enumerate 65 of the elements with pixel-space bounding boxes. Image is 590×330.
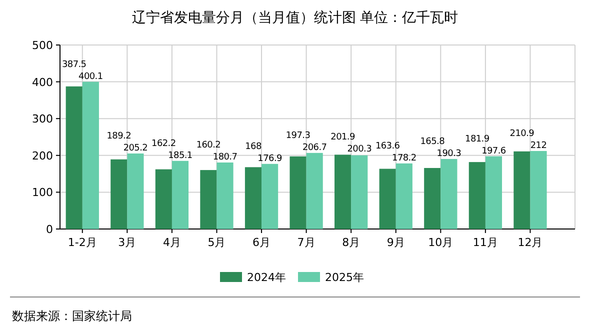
data-label: 178.2 — [392, 153, 416, 164]
source-note: 数据来源：国家统计局 — [12, 309, 132, 323]
bar — [351, 155, 368, 229]
x-tick-label: 11月 — [472, 236, 498, 249]
data-label: 185.1 — [168, 150, 192, 161]
y-tick-label: 100 — [32, 186, 53, 200]
x-tick-label: 5月 — [208, 236, 226, 249]
bar — [379, 168, 396, 229]
data-label: 201.9 — [330, 132, 356, 143]
bar — [110, 159, 128, 229]
data-label: 210.9 — [510, 128, 535, 139]
legend-label: 2024年 — [247, 271, 286, 284]
bar — [82, 82, 99, 229]
data-label: 176.9 — [258, 154, 283, 164]
y-tick-label: 400 — [32, 76, 53, 89]
data-label: 400.1 — [78, 72, 103, 82]
x-tick-label: 4月 — [162, 236, 181, 249]
data-label: 197.3 — [286, 130, 310, 141]
bar — [66, 86, 82, 229]
x-tick-label: 6月 — [252, 236, 271, 249]
bar — [127, 153, 144, 229]
data-label: 168 — [245, 142, 262, 152]
y-tick-label: 300 — [32, 112, 53, 126]
data-label: 387.5 — [62, 60, 86, 70]
y-tick-label: 500 — [32, 39, 53, 52]
bar — [468, 162, 486, 229]
bar — [440, 158, 458, 229]
data-label: 162.2 — [152, 138, 176, 149]
bar — [155, 169, 172, 229]
bar — [396, 163, 412, 229]
bar — [424, 168, 441, 229]
bar — [530, 150, 547, 229]
bar — [244, 167, 262, 229]
chart-title: 辽宁省发电量分月（当月值）统计图 单位：亿千瓦时 — [132, 10, 458, 26]
data-label: 165.8 — [420, 136, 446, 147]
y-tick-label: 200 — [32, 149, 53, 162]
bar — [172, 160, 189, 229]
data-label: 180.7 — [212, 152, 238, 162]
x-tick-label: 3月 — [118, 236, 136, 249]
bar — [514, 151, 530, 229]
x-tick-label: 12月 — [518, 236, 543, 249]
x-tick-label: 8月 — [342, 236, 360, 249]
bar — [306, 152, 323, 229]
bar — [334, 154, 352, 229]
data-label: 205.2 — [123, 143, 148, 154]
bar — [290, 156, 306, 229]
bar — [485, 156, 502, 229]
data-label: 190.3 — [436, 148, 462, 159]
data-label: 189.2 — [106, 131, 132, 142]
data-label: 200.3 — [347, 144, 372, 155]
bar — [216, 162, 234, 229]
data-label: 197.6 — [482, 146, 506, 156]
data-label: 163.6 — [375, 141, 400, 152]
data-label: 181.9 — [465, 134, 490, 144]
data-label: 206.7 — [302, 142, 327, 153]
legend-label: 2025年 — [325, 271, 364, 284]
data-label: 160.2 — [196, 140, 221, 150]
y-tick-label: 0 — [46, 223, 53, 236]
bar — [200, 170, 217, 229]
x-tick-label: 9月 — [386, 236, 405, 249]
x-tick-label: 10月 — [428, 236, 454, 249]
bar — [262, 164, 278, 229]
x-tick-label: 1-2月 — [68, 236, 97, 249]
data-label: 212 — [530, 140, 547, 151]
x-tick-label: 7月 — [297, 236, 316, 249]
